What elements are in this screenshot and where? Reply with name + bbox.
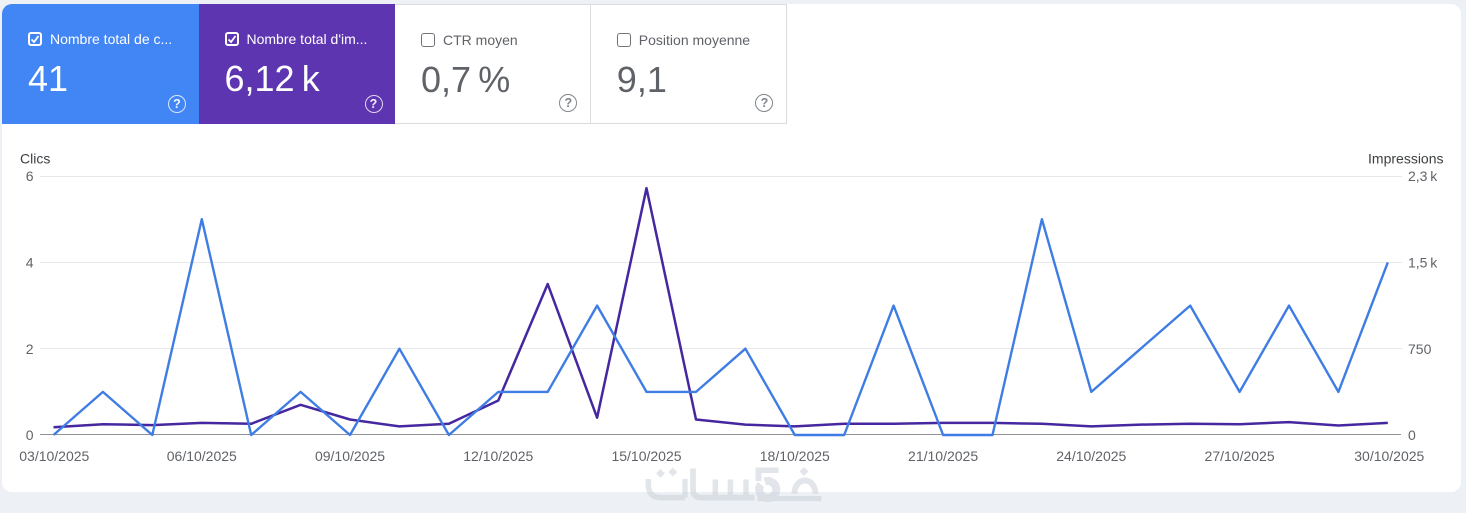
svg-text:03/10/2025: 03/10/2025	[19, 448, 89, 464]
svg-text:21/10/2025: 21/10/2025	[908, 448, 978, 464]
svg-text:Clics: Clics	[20, 151, 50, 167]
svg-text:750: 750	[1408, 341, 1432, 357]
svg-text:18/10/2025: 18/10/2025	[760, 448, 830, 464]
svg-text:4: 4	[26, 255, 34, 271]
svg-text:30/10/2025: 30/10/2025	[1354, 448, 1424, 464]
svg-text:Impressions: Impressions	[1368, 151, 1443, 167]
svg-text:0: 0	[26, 427, 34, 443]
svg-text:15/10/2025: 15/10/2025	[611, 448, 681, 464]
svg-text:24/10/2025: 24/10/2025	[1056, 448, 1126, 464]
svg-text:2,3 k: 2,3 k	[1408, 168, 1438, 184]
svg-text:12/10/2025: 12/10/2025	[463, 448, 533, 464]
svg-text:2: 2	[26, 341, 34, 357]
svg-text:6: 6	[26, 168, 34, 184]
svg-text:1,5 k: 1,5 k	[1408, 255, 1438, 271]
svg-text:27/10/2025: 27/10/2025	[1205, 448, 1275, 464]
svg-text:0: 0	[1408, 427, 1416, 443]
svg-text:09/10/2025: 09/10/2025	[315, 448, 385, 464]
svg-text:06/10/2025: 06/10/2025	[167, 448, 237, 464]
